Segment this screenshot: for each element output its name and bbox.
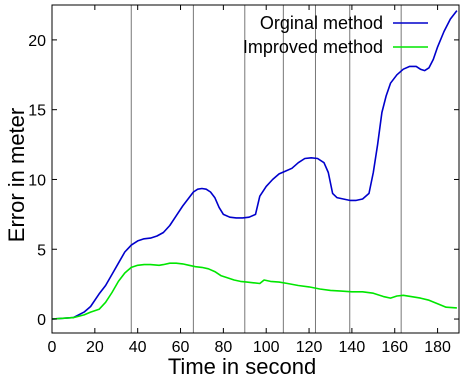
x-axis-label: Time in second <box>168 354 316 379</box>
x-tick-label: 20 <box>86 339 104 356</box>
x-axis-ticks: 0 20 40 60 80 100 120 140 160 180 <box>48 5 451 356</box>
x-tick-label: 160 <box>381 339 408 356</box>
series-lines <box>51 10 458 320</box>
x-tick-label: 100 <box>253 339 280 356</box>
y-tick-label: 0 <box>37 312 46 329</box>
y-tick-label: 15 <box>28 103 46 120</box>
x-tick-label: 140 <box>339 339 366 356</box>
x-tick-label: 60 <box>172 339 190 356</box>
y-tick-label: 10 <box>28 172 46 189</box>
series-line-improved <box>51 262 457 320</box>
y-axis-label: Error in meter <box>4 108 29 242</box>
x-tick-label: 180 <box>424 339 451 356</box>
plot-frame <box>51 4 460 334</box>
x-tick-label: 40 <box>129 339 147 356</box>
y-tick-label: 20 <box>28 33 46 50</box>
y-axis-ticks: 0 5 10 15 20 <box>28 33 459 329</box>
x-tick-label: 0 <box>48 339 57 356</box>
x-tick-label: 120 <box>296 339 323 356</box>
y-tick-label: 5 <box>37 242 46 259</box>
series-line-original <box>51 10 458 320</box>
legend-label-original: Orginal method <box>260 13 383 33</box>
vertical-marker-lines <box>130 5 402 333</box>
legend: Orginal method Improved method <box>243 13 428 57</box>
legend-label-improved: Improved method <box>243 37 383 57</box>
x-tick-label: 80 <box>214 339 232 356</box>
